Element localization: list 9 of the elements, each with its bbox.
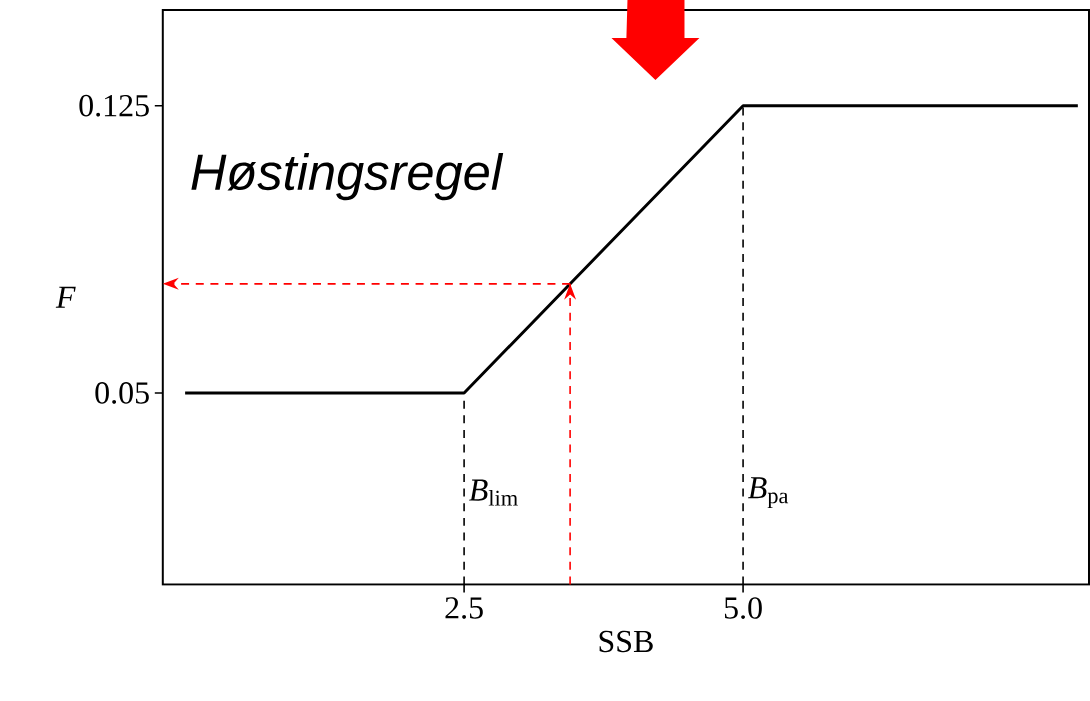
y-tick-label: 0.05 — [95, 381, 149, 404]
ref-line-label: B$_{pa}$ — [748, 477, 789, 508]
y-tick-label: 0.125 — [79, 94, 149, 117]
x-axis-title: SSB — [599, 630, 653, 652]
annotation: Høstingsregel — [191, 152, 504, 200]
x-tick-label: 2.5 — [445, 596, 483, 619]
x-tick-label: 5.0 — [724, 596, 762, 619]
y-axis-title: F — [55, 286, 76, 308]
ref-line-label: B$_{lim}$ — [469, 479, 518, 506]
